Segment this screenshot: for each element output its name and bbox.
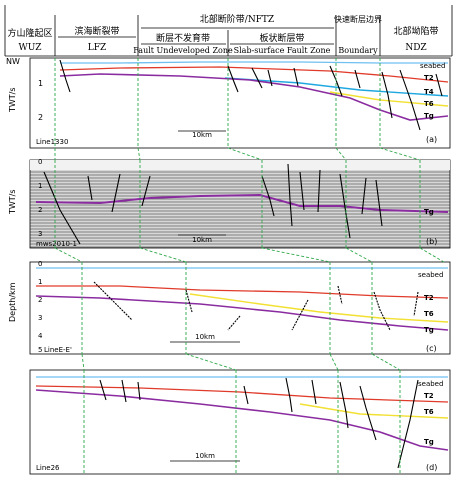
zone-wuz-cn: 方山隆起区 — [7, 27, 52, 39]
line-label-c: LineE-E' — [44, 346, 72, 354]
zone-sfz-en: Slab-surface Fault Zone — [234, 46, 331, 55]
tick-c-1: 1 — [38, 278, 42, 286]
horizon-tg-d: Tg — [424, 438, 434, 446]
tg-horizon-a — [59, 73, 449, 121]
horizon-tg-b: Tg — [424, 208, 434, 216]
tick-c-5: 5 — [38, 346, 42, 354]
zone-boundary-en: Boundary — [338, 46, 378, 55]
zone-fud-cn: 断层不发育带 — [156, 32, 210, 44]
horizon-t2-a: T2 — [424, 74, 434, 82]
tick-a-1: 1 — [38, 79, 43, 88]
tick-b-3: 3 — [38, 230, 42, 238]
horizon-tg-c: Tg — [424, 326, 434, 334]
t6-horizon-d — [299, 403, 449, 419]
zone-wuz-en: WUZ — [18, 43, 41, 53]
tick-c-4: 4 — [38, 332, 43, 340]
panel-a: TWT/s 1 2 Line1330 10km (a) seabed T2 T4… — [8, 57, 451, 149]
axis-label-b: TWT/s — [8, 189, 17, 215]
axis-label-c: Depth/km — [8, 282, 17, 322]
horizon-t2-d: T2 — [424, 392, 434, 400]
panel-b: TWT/s 0 1 2 3 mws2010-1 10km (b) Tg — [8, 158, 451, 249]
horizon-t6-d: T6 — [424, 408, 434, 416]
horizon-t2-c: T2 — [424, 294, 434, 302]
t2-horizon-d — [35, 385, 449, 403]
faults-b — [43, 163, 383, 245]
correlation-lines — [54, 58, 445, 474]
panel-label-a: (a) — [426, 135, 437, 144]
horizon-tg-a: Tg — [424, 112, 434, 120]
axis-label-a: TWT/s — [8, 87, 17, 113]
line-label-b: mws2010-1 — [36, 240, 77, 248]
t2-horizon-a — [59, 66, 449, 83]
panel-label-c: (c) — [426, 344, 437, 353]
panel-label-b: (b) — [426, 237, 437, 246]
tick-b-2: 2 — [38, 206, 42, 214]
line-label-a: Line1330 — [36, 138, 68, 146]
faults-d — [99, 377, 419, 469]
horizon-t6-a: T6 — [424, 100, 434, 108]
tick-a-2: 2 — [38, 113, 43, 122]
tg-horizon-b — [35, 193, 449, 213]
scale-c: 10km — [195, 333, 215, 341]
horizon-seabed-a: seabed — [420, 62, 445, 70]
nw-label: NW — [6, 57, 20, 66]
scale-b: 10km — [192, 236, 212, 244]
scale-d: 10km — [195, 452, 215, 460]
panel-label-d: (d) — [426, 463, 437, 472]
zone-sfz-cn: 板状断层带 — [259, 32, 304, 44]
tick-c-2: 2 — [38, 296, 42, 304]
horizon-t6-c: T6 — [424, 310, 434, 318]
horizon-seabed-c: seabed — [418, 271, 443, 279]
t6-horizon-c — [189, 293, 449, 323]
zone-group-cn: 北部断阶带/NFTZ — [200, 13, 274, 25]
tick-c-3: 3 — [38, 314, 42, 322]
zone-lfz-cn: 滨海断裂带 — [74, 25, 119, 37]
seabed-horizon-a — [60, 61, 448, 64]
tick-c-0: 0 — [38, 260, 42, 268]
tg-horizon-c — [35, 295, 449, 331]
panel-d: Line26 10km (d) seabed T2 T6 Tg — [29, 369, 451, 475]
zone-lfz-en: LFZ — [88, 43, 106, 53]
zone-ndz-en: NDZ — [405, 43, 426, 53]
panel-c: Depth/km 0 1 2 3 4 5 LineE-E' 10km (c) s… — [8, 260, 451, 355]
horizon-t4-a: T4 — [424, 88, 434, 96]
line-label-d: Line26 — [36, 464, 60, 472]
tick-b-0: 0 — [38, 158, 42, 166]
zone-boundary-cn: 快速断层边界 — [334, 14, 382, 24]
faults-c — [93, 281, 419, 331]
boundary-cn-text: 快速断层边界 — [334, 14, 382, 24]
scale-a: 10km — [192, 131, 212, 139]
t4-horizon-a — [224, 77, 449, 97]
zone-fud-en: Fault Undeveloped Zone — [133, 46, 233, 55]
tick-b-1: 1 — [38, 182, 42, 190]
t2-horizon-c — [36, 285, 449, 299]
tg-horizon-d — [35, 389, 449, 451]
horizon-seabed-d: seabed — [418, 380, 443, 388]
header: 方山隆起区 WUZ 滨海断裂带 LFZ 北部断阶带/NFTZ 断层不发育带 Fa… — [4, 5, 453, 66]
zone-ndz-cn: 北部坳陷带 — [393, 25, 438, 37]
